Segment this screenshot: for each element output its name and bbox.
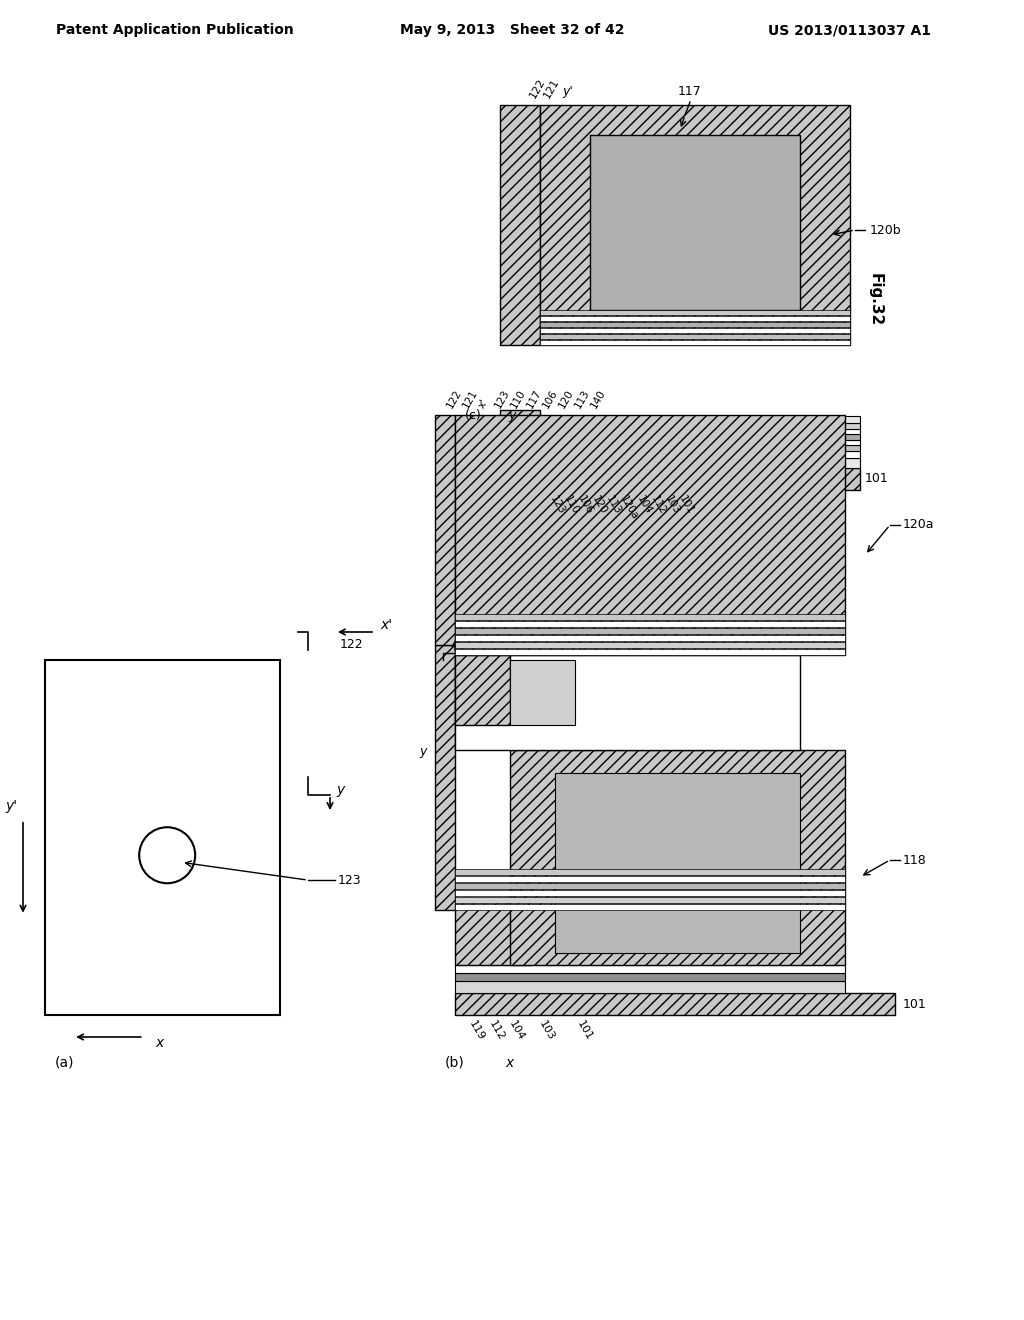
Text: y: y — [508, 409, 515, 422]
Bar — [455, 900, 530, 965]
Bar — [455, 890, 845, 896]
Bar — [510, 750, 845, 965]
Text: 101: 101 — [575, 1019, 594, 1043]
Text: Fig.32: Fig.32 — [867, 273, 883, 326]
Text: 120: 120 — [557, 388, 575, 411]
Bar — [590, 135, 800, 310]
Bar — [455, 898, 845, 903]
Text: 117: 117 — [525, 388, 544, 411]
Bar — [540, 429, 860, 434]
Bar — [540, 445, 860, 451]
Text: 106: 106 — [541, 388, 559, 411]
Bar — [455, 883, 845, 888]
Text: y': y' — [562, 84, 573, 98]
Text: 121: 121 — [542, 77, 561, 100]
Text: 110: 110 — [509, 388, 527, 411]
Bar — [455, 655, 510, 725]
Text: 101: 101 — [677, 494, 695, 516]
Bar — [540, 440, 860, 445]
Bar — [555, 774, 800, 953]
Text: 113: 113 — [604, 494, 623, 516]
Text: (a): (a) — [55, 1056, 75, 1071]
Bar — [510, 660, 575, 725]
Text: 113: 113 — [573, 388, 592, 411]
Text: 121: 121 — [461, 388, 479, 411]
Bar — [435, 414, 455, 645]
Text: x: x — [156, 1036, 164, 1049]
Text: 120a: 120a — [618, 494, 640, 521]
Text: 112: 112 — [649, 494, 668, 516]
Bar — [455, 635, 845, 642]
Bar — [455, 904, 845, 909]
Text: 122: 122 — [528, 77, 547, 100]
Bar — [455, 965, 845, 973]
Bar — [455, 628, 845, 634]
Text: 123: 123 — [493, 388, 512, 411]
Bar — [540, 416, 860, 422]
Bar — [455, 642, 845, 648]
Bar — [455, 973, 845, 981]
Text: (c): (c) — [465, 409, 482, 422]
Text: x': x' — [380, 618, 392, 632]
Text: 101: 101 — [865, 473, 889, 486]
Text: (b): (b) — [445, 1056, 465, 1071]
Bar — [540, 322, 850, 327]
Text: 120a: 120a — [903, 519, 935, 532]
Text: US 2013/0113037 A1: US 2013/0113037 A1 — [768, 22, 932, 37]
Text: 103: 103 — [537, 1019, 556, 1043]
Bar — [540, 334, 850, 339]
Bar — [435, 645, 455, 909]
Text: 104: 104 — [507, 1019, 526, 1043]
Bar — [540, 422, 860, 429]
Bar — [455, 655, 800, 750]
Text: y: y — [420, 744, 427, 758]
Text: 120: 120 — [590, 494, 608, 516]
Bar — [455, 649, 845, 655]
Bar — [540, 458, 860, 469]
Text: 112: 112 — [487, 1019, 506, 1043]
Bar — [540, 327, 850, 333]
Text: 122: 122 — [340, 638, 364, 651]
Bar — [455, 993, 895, 1015]
Bar — [455, 614, 845, 620]
Bar — [500, 106, 540, 345]
Text: 117: 117 — [678, 84, 701, 98]
Text: 140: 140 — [589, 388, 607, 411]
Bar — [500, 411, 540, 490]
Text: 120b: 120b — [870, 223, 901, 236]
Text: 103: 103 — [663, 494, 682, 516]
Text: 104: 104 — [635, 494, 653, 516]
Text: 118: 118 — [903, 854, 927, 866]
Bar — [540, 315, 850, 321]
Text: y: y — [336, 783, 344, 797]
Bar — [540, 434, 860, 440]
Text: 110: 110 — [562, 494, 581, 516]
Text: May 9, 2013   Sheet 32 of 42: May 9, 2013 Sheet 32 of 42 — [399, 22, 625, 37]
Bar — [455, 876, 845, 882]
Text: y': y' — [5, 799, 17, 813]
Bar — [540, 451, 860, 458]
Bar — [455, 981, 845, 993]
Bar — [540, 106, 850, 345]
Text: 106: 106 — [575, 494, 595, 516]
Bar — [455, 869, 845, 875]
Bar — [455, 414, 845, 655]
Text: Patent Application Publication: Patent Application Publication — [56, 22, 294, 37]
Bar — [45, 660, 280, 1015]
Bar — [540, 341, 850, 345]
Bar — [540, 310, 850, 315]
Bar — [540, 469, 860, 490]
Text: x: x — [505, 1056, 513, 1071]
Text: 123: 123 — [548, 494, 566, 516]
Text: 122: 122 — [445, 388, 464, 411]
Text: 119: 119 — [467, 1019, 486, 1043]
Text: 101: 101 — [903, 998, 927, 1011]
Text: x': x' — [477, 397, 490, 411]
Text: 123: 123 — [338, 874, 361, 887]
Bar — [455, 620, 845, 627]
